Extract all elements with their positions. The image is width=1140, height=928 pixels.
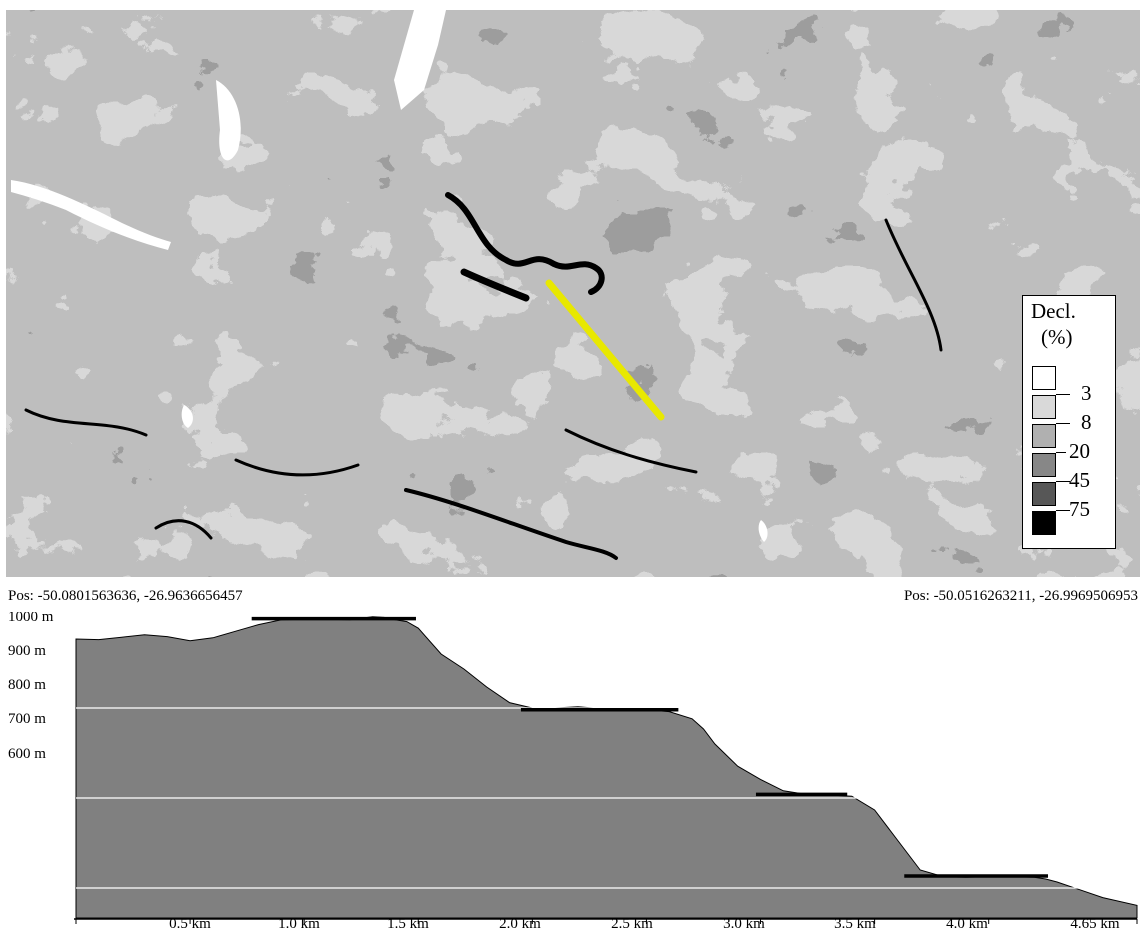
y-tick-label: 700 m <box>8 711 46 727</box>
legend-break-label: 20 <box>1069 439 1090 463</box>
legend-break-label: 75 <box>1069 497 1090 521</box>
x-tick-label: 4.0 km <box>946 916 988 928</box>
legend-break-label: 3 <box>1081 381 1092 405</box>
legend-title: Decl. <box>1031 299 1076 323</box>
x-tick-label: 2.0 km <box>499 916 541 928</box>
legend-swatch <box>1032 395 1056 419</box>
steep-ridge-lines <box>24 192 943 560</box>
x-tick-label: 3.0 km <box>723 916 765 928</box>
x-tick-label: 2.5 km <box>611 916 653 928</box>
legend-swatch <box>1032 424 1056 448</box>
flat-valley-areas <box>11 10 768 542</box>
elevation-area <box>75 616 1138 919</box>
legend-swatch <box>1032 511 1056 535</box>
y-tick-label: 800 m <box>8 677 46 693</box>
start-position-readout: Pos: -50.0801563636, -26.9636656457 <box>8 588 243 604</box>
legend-unit: (%) <box>1041 325 1073 349</box>
legend-break-tick <box>1056 423 1070 424</box>
profile-line[interactable] <box>545 279 665 421</box>
x-tick-label: 0.5 km <box>169 916 211 928</box>
end-position-readout: Pos: -50.0516263211, -26.9969506953 <box>903 588 1138 604</box>
legend-swatch <box>1032 453 1056 477</box>
legend-break-tick <box>1056 481 1070 482</box>
legend-break-tick <box>1056 452 1066 453</box>
legend-swatch <box>1032 482 1056 506</box>
elevation-profile-chart: 1000 m 900 m 800 m 700 m 600 m 0.5 km 1.0 km 1.… <box>8 612 1138 928</box>
y-tick-label: 900 m <box>8 643 46 659</box>
x-tick-label: 3.5 km <box>834 916 876 928</box>
legend-break-tick <box>1056 394 1070 395</box>
x-tick-label: 1.0 km <box>278 916 320 928</box>
x-tick-label: 4.65 km <box>1070 916 1120 928</box>
slope-map[interactable] <box>6 10 1140 577</box>
legend-swatch <box>1032 366 1056 390</box>
slope-raster <box>6 10 1140 577</box>
y-tick-label: 600 m <box>8 746 46 762</box>
y-tick-label: 1000 m <box>8 612 54 625</box>
legend-break-label: 45 <box>1069 468 1090 492</box>
x-tick-label: 1.5 km <box>387 916 429 928</box>
legend-break-label: 8 <box>1081 410 1092 434</box>
slope-legend: Decl. (%) 3 8 20 45 75 <box>1022 295 1116 549</box>
legend-break-tick <box>1056 510 1070 511</box>
